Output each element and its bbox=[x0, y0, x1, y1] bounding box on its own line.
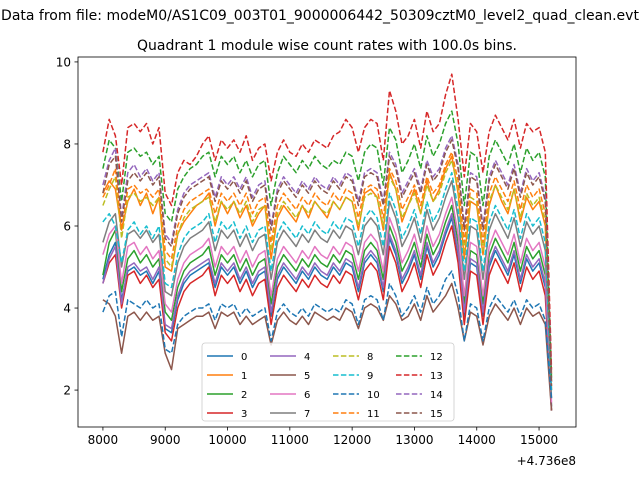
legend-label-15: 15 bbox=[430, 409, 443, 420]
chart-title: Quadrant 1 module wise count rates with … bbox=[137, 38, 517, 54]
legend-label-4: 4 bbox=[304, 352, 310, 363]
x-axis: 8000 9000 10000 11000 12000 13000 14000 15000 bbox=[88, 427, 558, 447]
y-axis: 2 4 6 8 10 bbox=[56, 55, 78, 398]
series-line-15 bbox=[102, 139, 553, 387]
x-tick-label: 8000 bbox=[88, 433, 119, 447]
series-line-12 bbox=[102, 110, 553, 378]
series-line-7 bbox=[102, 180, 553, 399]
series-line-14 bbox=[102, 135, 553, 382]
series-line-10 bbox=[102, 270, 553, 399]
x-tick-label: 10000 bbox=[208, 433, 246, 447]
legend-label-2: 2 bbox=[241, 390, 247, 401]
y-tick-label: 2 bbox=[63, 384, 71, 398]
legend-label-0: 0 bbox=[241, 352, 247, 363]
legend-label-11: 11 bbox=[367, 409, 380, 420]
y-tick-label: 10 bbox=[56, 55, 71, 69]
legend-box bbox=[201, 342, 455, 422]
x-tick-label: 12000 bbox=[333, 433, 371, 447]
x-tick-label: 15000 bbox=[520, 433, 558, 447]
series-layer bbox=[102, 73, 553, 411]
series-line-2 bbox=[102, 204, 553, 407]
legend-label-13: 13 bbox=[430, 371, 443, 382]
series-line-5 bbox=[102, 282, 553, 411]
legend-label-3: 3 bbox=[241, 409, 247, 420]
y-tick-label: 4 bbox=[63, 302, 71, 316]
x-tick-label: 9000 bbox=[150, 433, 181, 447]
series-line-3 bbox=[102, 225, 553, 411]
x-offset-label: +4.736e8 bbox=[517, 454, 576, 468]
series-line-11 bbox=[102, 151, 553, 374]
y-tick-label: 8 bbox=[63, 137, 71, 151]
legend-label-1: 1 bbox=[241, 371, 247, 382]
plot-frame bbox=[77, 56, 577, 428]
legend-label-6: 6 bbox=[304, 390, 310, 401]
legend-label-12: 12 bbox=[430, 352, 443, 363]
series-line-9 bbox=[102, 171, 553, 391]
figure-suptitle: Data from file: modeM0/AS1C09_003T01_900… bbox=[1, 8, 639, 24]
series-line-6 bbox=[102, 196, 553, 403]
legend-label-14: 14 bbox=[430, 390, 443, 401]
x-tick-label: 13000 bbox=[395, 433, 433, 447]
legend-label-9: 9 bbox=[367, 371, 373, 382]
y-tick-label: 6 bbox=[63, 220, 71, 234]
legend-label-8: 8 bbox=[367, 352, 373, 363]
legend-label-7: 7 bbox=[304, 409, 310, 420]
x-tick-label: 14000 bbox=[458, 433, 496, 447]
series-line-8 bbox=[102, 159, 553, 382]
legend-label-5: 5 bbox=[304, 371, 310, 382]
series-line-4 bbox=[102, 212, 553, 407]
x-tick-label: 11000 bbox=[271, 433, 309, 447]
legend-label-10: 10 bbox=[367, 390, 380, 401]
series-line-13 bbox=[102, 73, 553, 370]
